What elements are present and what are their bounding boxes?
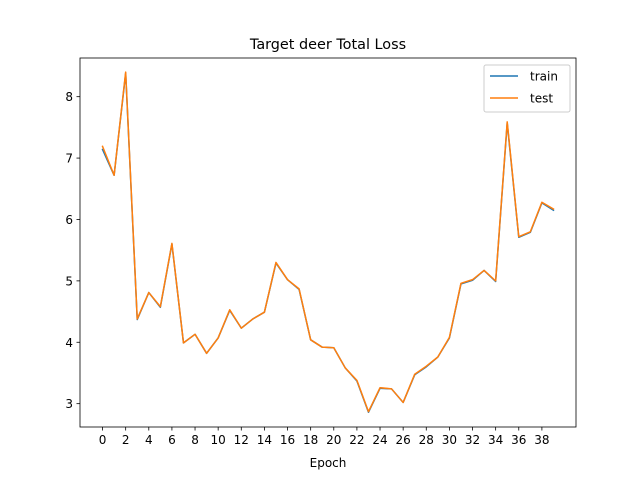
x-tick-label: 26 — [396, 433, 411, 447]
y-tick-label: 5 — [65, 274, 73, 288]
x-tick-label: 4 — [145, 433, 153, 447]
x-tick-label: 6 — [168, 433, 176, 447]
x-tick-label: 28 — [419, 433, 434, 447]
series-line-test — [101, 71, 555, 413]
x-tick-label: 14 — [257, 433, 272, 447]
x-tick-label: 34 — [488, 433, 503, 447]
x-tick-label: 36 — [511, 433, 526, 447]
x-tick-label: 30 — [442, 433, 457, 447]
y-tick-label: 7 — [65, 152, 73, 166]
plot-area: 0 2 4 6 8 10 12 14 16 18 20 22 24 26 28 30 32 34 36 3834567… — [65, 57, 577, 447]
x-tick-label: 38 — [534, 433, 549, 447]
x-tick-label: 10 — [211, 433, 226, 447]
x-tick-label: 18 — [303, 433, 318, 447]
x-axis-label: Epoch — [310, 456, 347, 470]
chart-title: Target deer Total Loss — [249, 37, 406, 53]
axes-frame — [79, 57, 577, 428]
x-tick-label: 8 — [191, 433, 199, 447]
legend-train-label: train — [530, 70, 558, 84]
x-tick-label: 12 — [234, 433, 249, 447]
legend-test-label: test — [530, 92, 553, 106]
x-tick-label: 20 — [326, 433, 341, 447]
x-tick-label: 0 — [99, 433, 107, 447]
y-tick-label: 8 — [65, 90, 73, 104]
x-tick-label: 16 — [280, 433, 295, 447]
y-tick-label: 6 — [65, 213, 73, 227]
x-tick-label: 24 — [372, 433, 387, 447]
x-tick-label: 22 — [349, 433, 364, 447]
x-tick-label: 32 — [465, 433, 480, 447]
x-tick-label: 2 — [122, 433, 130, 447]
legend: train test — [483, 64, 571, 113]
y-tick-label: 4 — [65, 336, 73, 350]
y-tick-label: 3 — [65, 397, 73, 411]
